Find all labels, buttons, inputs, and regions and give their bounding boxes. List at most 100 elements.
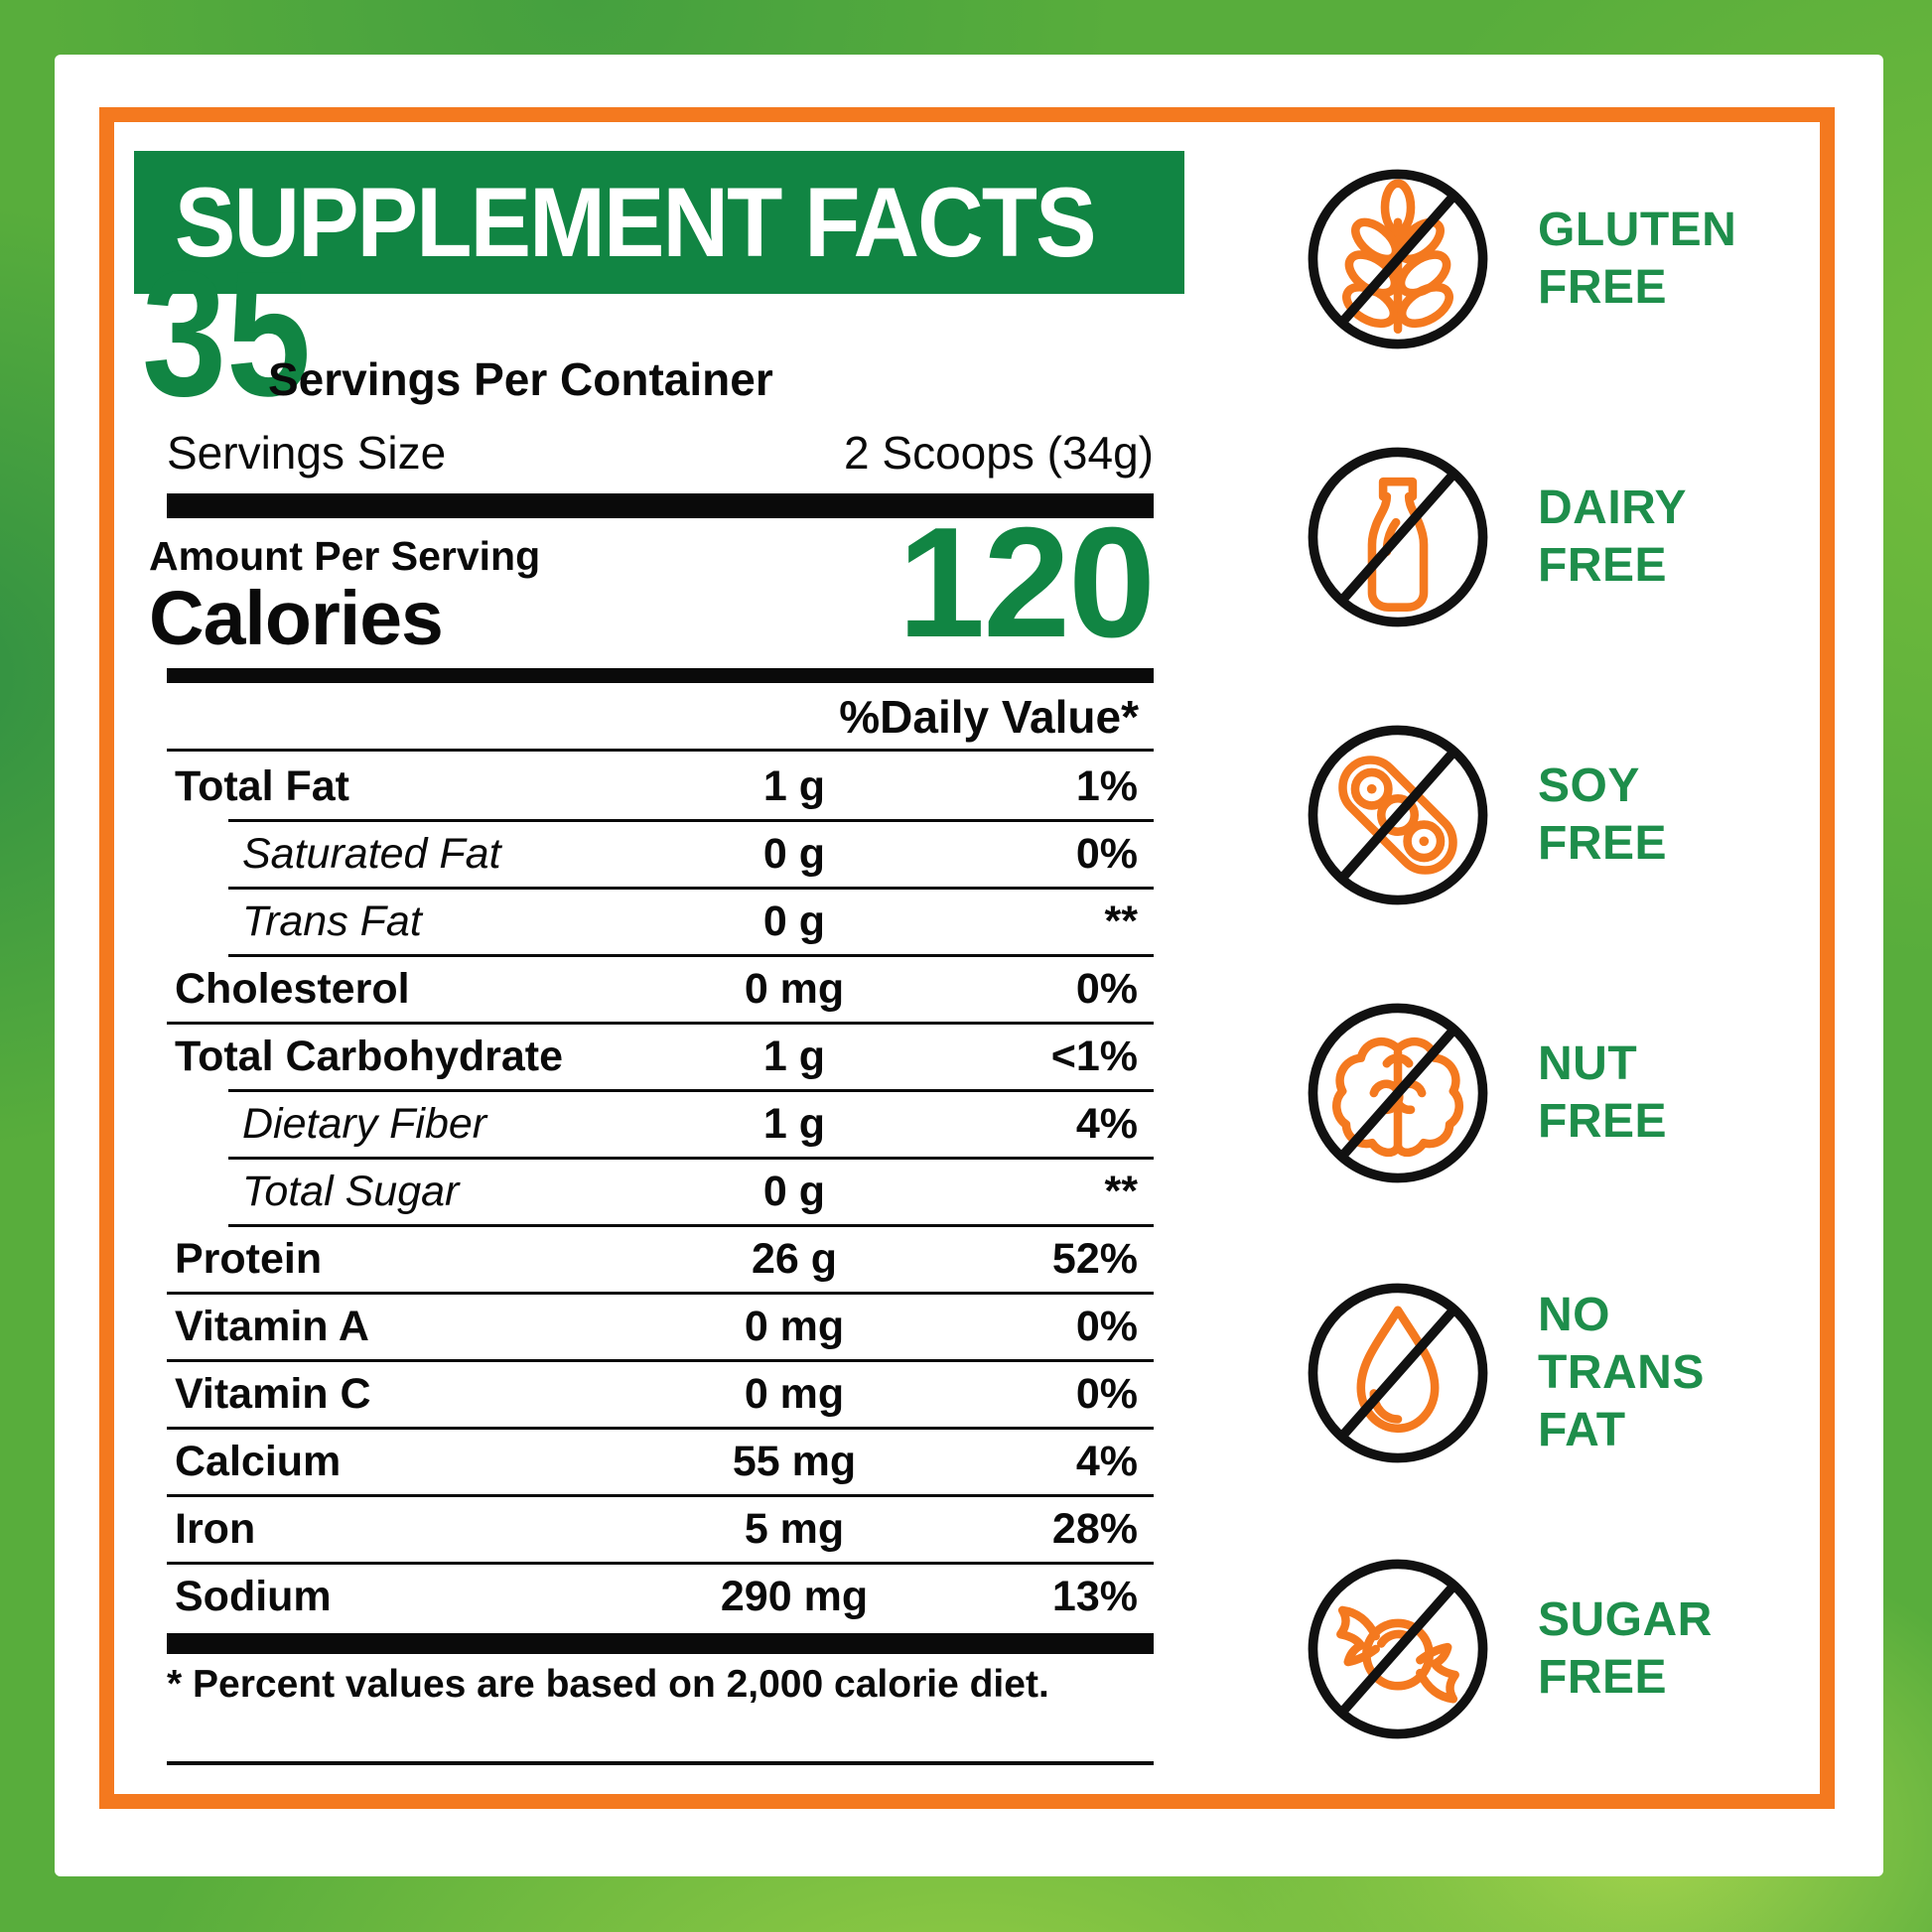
divider-bar-thick-bottom — [167, 1633, 1154, 1654]
nutrient-amount: 0 mg — [744, 1303, 845, 1350]
nutrient-daily-value: 0% — [1075, 1303, 1138, 1350]
badge: DAIRY FREE — [1306, 445, 1687, 629]
servings-count: 35 — [142, 234, 312, 434]
nutrient-amount: 26 g — [751, 1235, 838, 1283]
badge-label-line: NUT — [1538, 1037, 1638, 1090]
candy-icon-frame — [1306, 1557, 1490, 1741]
badge: NUT FREE — [1306, 1001, 1667, 1185]
nutrient-rows: Total Fat 1 g 1% Saturated Fat 0 g 0% Tr… — [167, 752, 1154, 1629]
nutrient-label: Cholesterol — [175, 965, 410, 1013]
daily-value-header: %Daily Value* — [839, 691, 1139, 743]
table-row: Vitamin C 0 mg 0% — [167, 1359, 1154, 1427]
nutrient-amount: 1 g — [762, 1033, 826, 1080]
badge: NO TRANS FAT — [1306, 1281, 1705, 1465]
badge-label: SUGAR FREE — [1538, 1591, 1713, 1707]
serving-size-row: Servings Size 2 Scoops (34g) — [167, 426, 1154, 480]
nutrient-daily-value: <1% — [1050, 1033, 1138, 1080]
milk-bottle-icon-frame — [1306, 445, 1490, 629]
row-divider — [167, 1562, 1154, 1565]
row-divider — [228, 819, 1154, 822]
nutrient-daily-value: 52% — [1051, 1235, 1138, 1283]
badge: GLUTEN FREE — [1306, 167, 1736, 351]
milk-bottle-icon — [1312, 452, 1482, 621]
row-divider — [228, 1157, 1154, 1160]
row-divider — [228, 887, 1154, 890]
nutrient-label: Total Fat — [175, 762, 349, 810]
droplet-icon — [1312, 1288, 1482, 1457]
divider-line-bottom — [167, 1761, 1154, 1765]
nutrient-amount: 0 mg — [744, 965, 845, 1013]
nutrient-daily-value: 1% — [1075, 762, 1138, 810]
badge-label-line: FREE — [1538, 1651, 1668, 1704]
nutrient-amount: 0 g — [762, 830, 826, 878]
badge-label-line: SUGAR — [1538, 1593, 1713, 1646]
nutrient-amount: 1 g — [762, 1100, 826, 1148]
nutrient-label: Saturated Fat — [242, 830, 501, 878]
nutrient-label: Total Sugar — [242, 1168, 460, 1215]
table-row: Cholesterol 0 mg 0% — [167, 954, 1154, 1022]
calories-label: Calories — [149, 576, 444, 661]
badge-label: NUT FREE — [1538, 1035, 1667, 1151]
badge-label: GLUTEN FREE — [1538, 202, 1736, 317]
title-bar: SUPPLEMENT FACTS — [134, 151, 1184, 294]
row-divider — [228, 1089, 1154, 1092]
nutrient-label: Total Carbohydrate — [175, 1033, 564, 1080]
nutrient-label: Dietary Fiber — [242, 1100, 487, 1148]
badge-label-line: GLUTEN — [1538, 204, 1737, 256]
row-divider — [167, 1292, 1154, 1295]
badge-label-line: NO — [1538, 1289, 1610, 1341]
nutrient-label: Protein — [175, 1235, 323, 1283]
nutrient-amount: 1 g — [762, 762, 826, 810]
table-row: Sodium 290 mg 13% — [167, 1562, 1154, 1629]
row-divider — [228, 954, 1154, 957]
nutrient-amount: 290 mg — [720, 1573, 869, 1620]
row-divider — [167, 1022, 1154, 1025]
droplet-icon-frame — [1306, 1281, 1490, 1465]
servings-count-label: Servings Per Container — [268, 353, 773, 405]
soy-icon — [1312, 730, 1482, 899]
table-row: Calcium 55 mg 4% — [167, 1427, 1154, 1494]
nutrient-daily-value: 4% — [1075, 1438, 1138, 1485]
badge-label: NO TRANS FAT — [1538, 1287, 1705, 1459]
nutrient-amount: 0 mg — [744, 1370, 845, 1418]
nutrient-daily-value: 28% — [1051, 1505, 1138, 1553]
serving-size-label: Servings Size — [167, 427, 447, 479]
divider-bar-medium — [167, 668, 1154, 683]
nutrient-label: Vitamin C — [175, 1370, 371, 1418]
badge-label-line: TRANS — [1538, 1346, 1705, 1399]
badge: SUGAR FREE — [1306, 1557, 1713, 1741]
badge-label-line: FREE — [1538, 1095, 1668, 1148]
candy-icon — [1312, 1564, 1482, 1733]
nut-icon — [1312, 1008, 1482, 1177]
nutrient-daily-value: 13% — [1051, 1573, 1138, 1620]
wheat-icon-frame — [1306, 167, 1490, 351]
page-title: SUPPLEMENT FACTS — [174, 167, 1097, 277]
table-row: Total Sugar 0 g ** — [167, 1157, 1154, 1224]
table-row: Trans Fat 0 g ** — [167, 887, 1154, 954]
divider-line — [167, 749, 1154, 752]
badge: SOY FREE — [1306, 723, 1667, 907]
nutrient-amount: 0 g — [762, 1168, 826, 1215]
table-row: Total Carbohydrate 1 g <1% — [167, 1022, 1154, 1089]
table-row: Saturated Fat 0 g 0% — [167, 819, 1154, 887]
table-row: Iron 5 mg 28% — [167, 1494, 1154, 1562]
calories-value: 120 — [897, 495, 1156, 670]
nutrient-label: Trans Fat — [242, 897, 422, 945]
serving-size-value: 2 Scoops (34g) — [844, 427, 1154, 479]
nutrient-label: Calcium — [175, 1438, 342, 1485]
badge-label-line: FREE — [1538, 817, 1668, 870]
nutrient-amount: 5 mg — [744, 1505, 845, 1553]
soy-icon-frame — [1306, 723, 1490, 907]
amount-per-serving-label: Amount Per Serving — [149, 533, 541, 579]
badge-column: GLUTEN FREE DAIRY FREE SOY FREE NUT FREE NO T… — [55, 55, 1883, 1876]
nutrient-amount: 0 g — [762, 897, 826, 945]
badge-label-line: DAIRY — [1538, 482, 1688, 534]
nutrient-daily-value: ** — [1104, 1168, 1138, 1215]
table-row: Protein 26 g 52% — [167, 1224, 1154, 1292]
nutrient-label: Vitamin A — [175, 1303, 369, 1350]
nutrient-amount: 55 mg — [732, 1438, 857, 1485]
table-row: Total Fat 1 g 1% — [167, 752, 1154, 819]
divider-bar-thick — [167, 493, 1154, 518]
row-divider — [167, 1427, 1154, 1430]
nutrient-label: Iron — [175, 1505, 256, 1553]
